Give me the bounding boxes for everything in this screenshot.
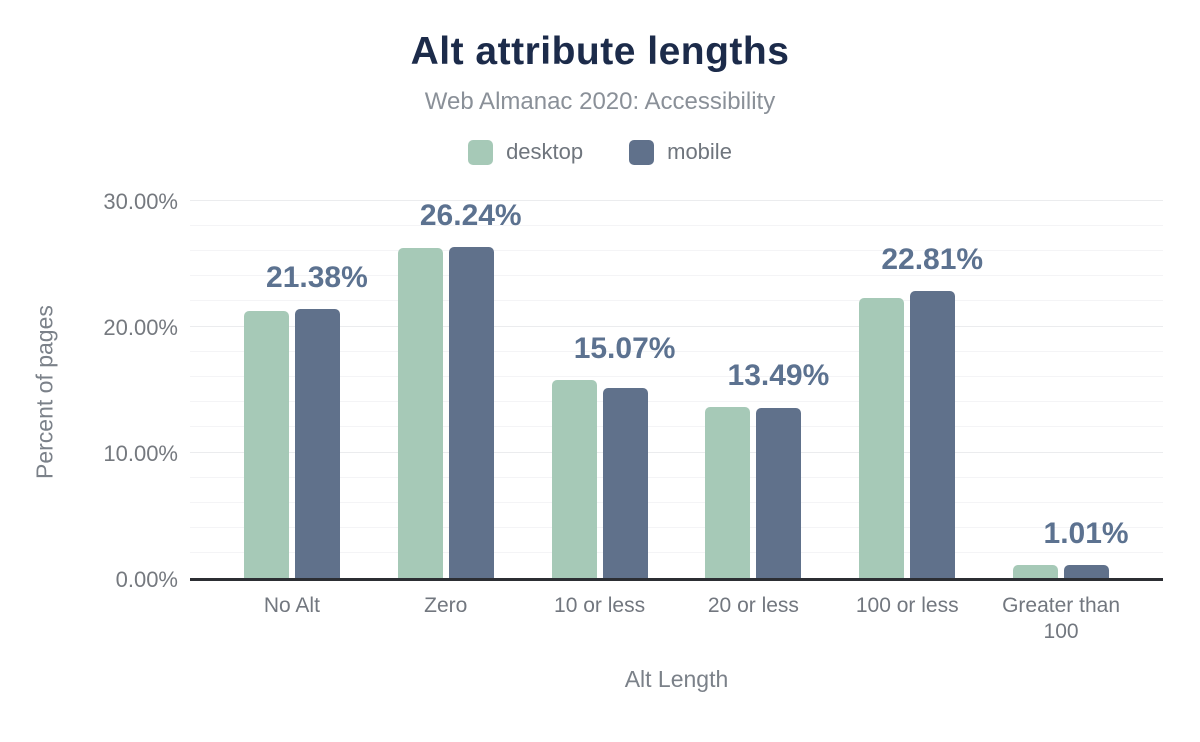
gridline xyxy=(190,501,1163,503)
bar-mobile-greater-than-100[interactable] xyxy=(1064,565,1110,578)
gridline xyxy=(190,199,1163,201)
gridline xyxy=(190,451,1163,453)
y-axis-ticks: 0.00% 10.00% 20.00% 30.00% xyxy=(0,191,178,591)
x-tick-label-zero: Zero xyxy=(424,594,468,617)
bar-pair xyxy=(676,407,830,578)
bar-pair xyxy=(984,564,1138,578)
x-tick-label-20-or-less: 20 or less xyxy=(707,594,799,617)
bar-mobile-100-or-less[interactable] xyxy=(910,290,956,578)
chart-title: Alt attribute lengths xyxy=(410,30,790,73)
gridline xyxy=(190,426,1163,428)
data-label-no-alt: 21.38% xyxy=(266,260,368,294)
y-tick-label: 30.00% xyxy=(103,189,178,214)
gridline xyxy=(190,275,1163,277)
bar-mobile-20-or-less[interactable] xyxy=(756,408,802,578)
y-tick-label: 20.00% xyxy=(103,315,178,340)
bar-group-greater-than-100: 1.01% xyxy=(984,203,1138,578)
x-axis-title: Alt Length xyxy=(624,666,729,692)
gridline xyxy=(190,375,1163,377)
bar-pair xyxy=(523,380,677,578)
bar-pair xyxy=(369,247,523,578)
data-label-10-or-less: 15.07% xyxy=(573,332,676,366)
legend-label: desktop xyxy=(506,139,584,164)
bar-group-zero: 26.24% xyxy=(369,199,523,578)
bar-group-20-or-less: 13.49% xyxy=(676,203,830,578)
data-label-zero: 26.24% xyxy=(419,199,522,233)
gridline xyxy=(190,224,1163,226)
legend-swatch-mobile xyxy=(629,139,655,165)
gridline xyxy=(190,350,1163,352)
gridline xyxy=(190,249,1163,251)
bar-desktop-zero[interactable] xyxy=(397,247,443,578)
bar-desktop-greater-than-100[interactable] xyxy=(1013,564,1059,578)
plot-area: 21.38% 26.24% 15.07% 13.49% 22.81% 1.01% xyxy=(190,199,1163,581)
y-tick-label: 10.00% xyxy=(103,441,178,466)
gridline xyxy=(190,552,1163,554)
y-tick-label: 0.00% xyxy=(115,567,178,592)
bar-group-100-or-less: 22.81% xyxy=(830,203,984,578)
bar-mobile-zero[interactable] xyxy=(448,247,494,578)
bar-groups: 21.38% 26.24% 15.07% 13.49% 22.81% 1.01% xyxy=(190,199,1163,578)
bar-desktop-20-or-less[interactable] xyxy=(705,407,751,578)
chart-subtitle: Web Almanac 2020: Accessibility xyxy=(424,88,776,115)
data-label-20-or-less: 13.49% xyxy=(727,359,830,393)
x-tick-label-greater-than-100: Greater than 100 xyxy=(1002,594,1120,644)
bar-desktop-no-alt[interactable] xyxy=(243,311,289,578)
gridline xyxy=(190,476,1163,478)
x-tick-label-no-alt: No Alt xyxy=(263,594,320,617)
legend-item-mobile[interactable]: mobile xyxy=(629,139,732,165)
bar-mobile-10-or-less[interactable] xyxy=(602,388,648,578)
legend-label: mobile xyxy=(667,139,732,164)
bar-desktop-100-or-less[interactable] xyxy=(859,297,905,578)
bar-group-no-alt: 21.38% xyxy=(215,203,369,578)
legend-item-desktop[interactable]: desktop xyxy=(468,139,583,165)
bar-pair xyxy=(830,290,984,578)
gridline xyxy=(190,300,1163,302)
x-tick-label-10-or-less: 10 or less xyxy=(554,594,646,617)
bar-desktop-10-or-less[interactable] xyxy=(551,380,597,578)
gridline xyxy=(190,527,1163,529)
legend-swatch-desktop xyxy=(468,139,494,165)
bar-pair xyxy=(215,308,369,578)
data-label-greater-than-100: 1.01% xyxy=(1043,516,1129,550)
bar-mobile-no-alt[interactable] xyxy=(294,308,340,578)
data-label-100-or-less: 22.81% xyxy=(881,242,984,276)
legend: desktop mobile xyxy=(0,139,1200,165)
x-tick-label-100-or-less: 100 or less xyxy=(855,594,959,617)
gridline xyxy=(190,401,1163,403)
gridline xyxy=(190,325,1163,327)
x-axis-labels: No Alt Zero 10 or less 20 or less 100 or les… xyxy=(190,593,1163,646)
bar-group-10-or-less: 15.07% xyxy=(523,203,677,578)
